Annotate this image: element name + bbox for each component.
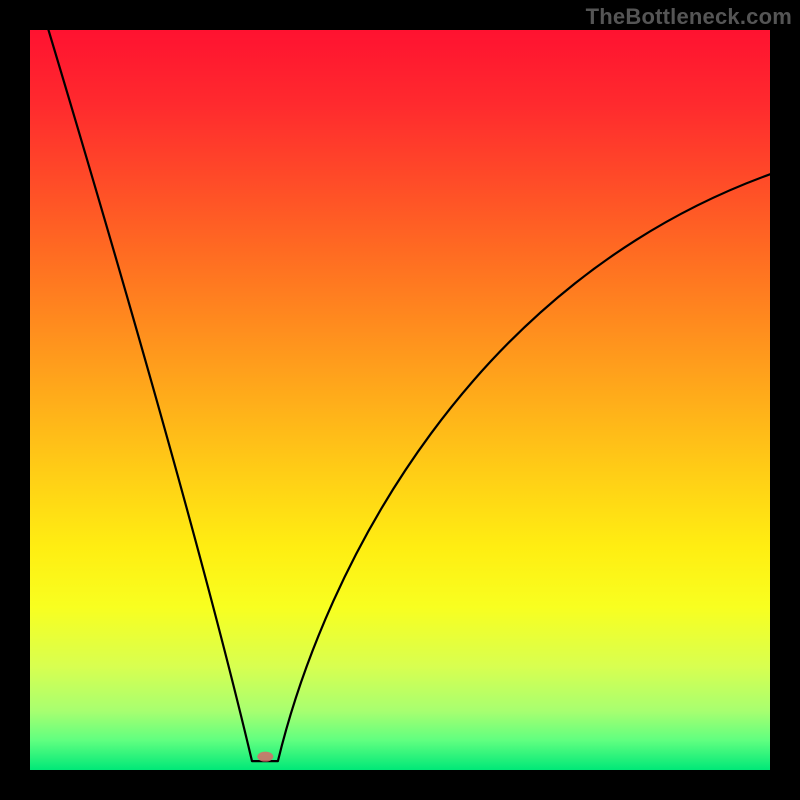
- gradient-background: [30, 30, 770, 770]
- optimal-point-marker: [257, 752, 273, 762]
- plot-area: [30, 30, 770, 770]
- chart-frame: TheBottleneck.com: [0, 0, 800, 800]
- watermark-text: TheBottleneck.com: [586, 4, 792, 30]
- plot-svg: [30, 30, 770, 770]
